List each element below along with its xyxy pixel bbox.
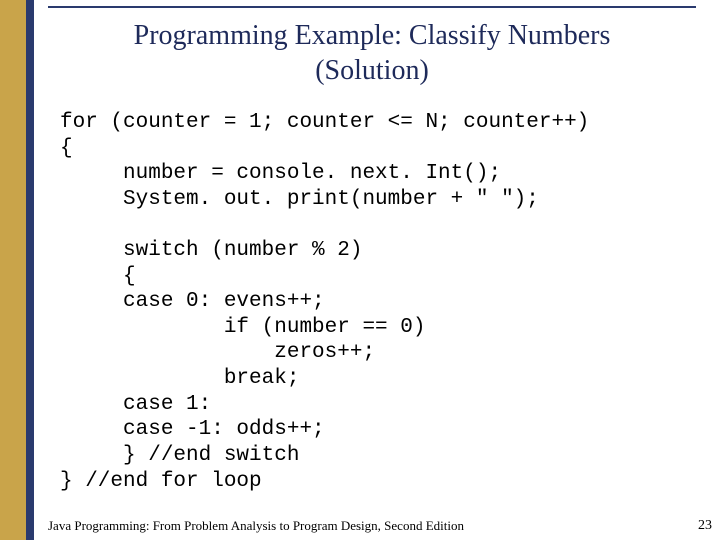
slide-title-line2: (Solution) [48, 53, 696, 88]
top-horizontal-rule [48, 6, 696, 8]
page-number: 23 [698, 518, 712, 534]
code-listing: for (counter = 1; counter <= N; counter+… [60, 110, 696, 494]
left-navy-bar [26, 0, 34, 540]
footer-text: Java Programming: From Problem Analysis … [48, 518, 464, 534]
slide-title-line1: Programming Example: Classify Numbers [48, 18, 696, 53]
slide-title-wrap: Programming Example: Classify Numbers (S… [48, 18, 696, 88]
left-gold-bar [0, 0, 26, 540]
